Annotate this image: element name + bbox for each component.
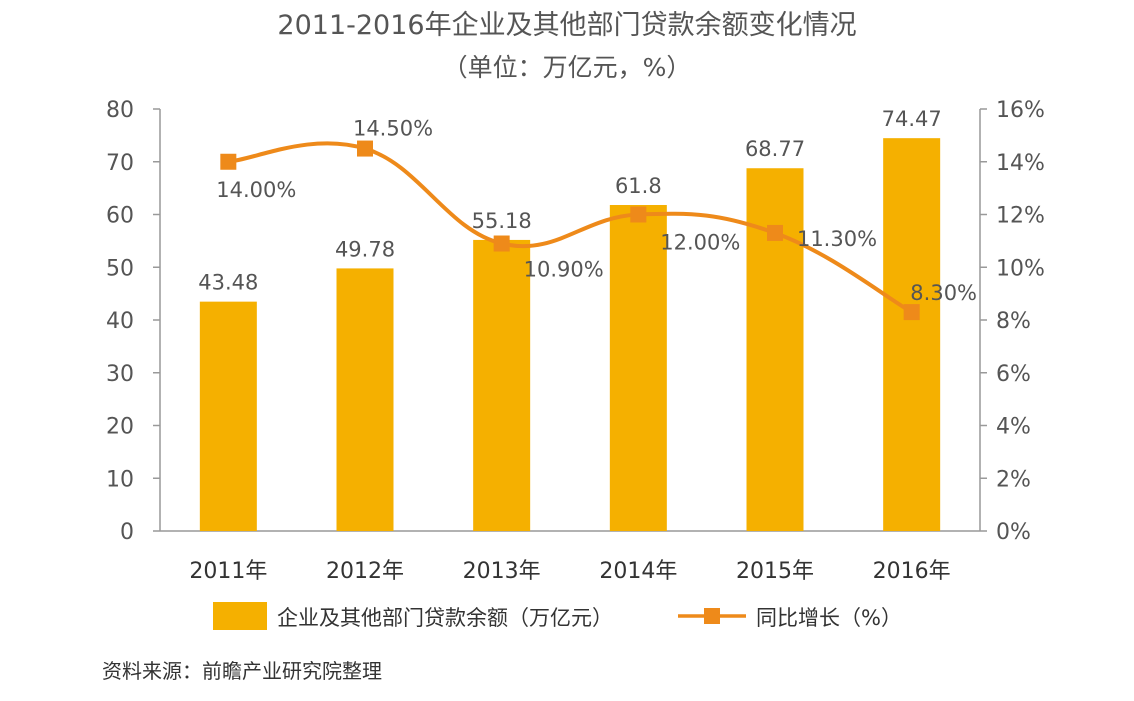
bar	[746, 168, 804, 531]
x-axis-ticks: 2011年 2012年 2013年 2014年 2015年 2016年	[189, 559, 950, 584]
x-axis-tick-label: 2013年	[463, 559, 541, 584]
bar	[883, 138, 941, 531]
chart-subtitle: （单位：万亿元，%）	[443, 53, 692, 82]
left-axis-tick-label: 0	[120, 520, 134, 545]
left-axis-tick-label: 30	[106, 362, 134, 387]
x-axis-tick-label: 2012年	[326, 559, 404, 584]
bar-value-label: 43.48	[198, 271, 258, 295]
source-note: 资料来源：前瞻产业研究院整理	[102, 659, 382, 683]
growth-marker	[903, 304, 920, 321]
chart-title: 2011-2016年企业及其他部门贷款余额变化情况	[277, 10, 856, 41]
x-axis-tick-label: 2011年	[189, 559, 267, 584]
right-axis-tick-label: 10%	[996, 256, 1045, 281]
line-value-labels: 14.00% 14.50% 10.90% 12.00% 11.30% 8.30%	[216, 117, 977, 306]
growth-marker	[493, 235, 510, 252]
legend-line-marker	[704, 608, 720, 624]
growth-value-label: 14.00%	[216, 178, 296, 202]
x-axis-tick-label: 2015年	[736, 559, 814, 584]
growth-value-label: 8.30%	[910, 281, 977, 305]
growth-value-label: 14.50%	[353, 117, 433, 141]
bar	[199, 301, 257, 531]
bar-value-label: 74.47	[882, 107, 942, 131]
right-axis-tick-label: 16%	[996, 98, 1045, 123]
bar-series	[199, 138, 941, 531]
right-axis-tick-label: 2%	[996, 467, 1031, 492]
legend: 企业及其他部门贷款余额（万亿元） 同比增长（%）	[213, 602, 902, 630]
growth-marker	[630, 206, 647, 223]
right-axis-tick-label: 12%	[996, 204, 1045, 229]
growth-marker	[357, 140, 373, 157]
right-axis-tick-label: 4%	[996, 415, 1031, 440]
legend-line-label: 同比增长（%）	[756, 606, 902, 630]
legend-bar-label: 企业及其他部门贷款余额（万亿元）	[277, 606, 613, 630]
bar-value-label: 68.77	[745, 137, 805, 161]
left-axis-tick-label: 20	[106, 415, 134, 440]
right-axis-tick-label: 0%	[996, 520, 1031, 545]
legend-bar-swatch	[213, 602, 267, 630]
bar-value-label: 55.18	[472, 209, 532, 233]
right-axis-tick-label: 8%	[996, 309, 1031, 334]
right-axis-tick-label: 14%	[996, 151, 1045, 176]
bar-value-labels: 43.48 49.78 55.18 61.8 68.77 74.47	[198, 107, 941, 294]
bar	[336, 268, 394, 531]
bar	[473, 239, 531, 531]
left-axis-tick-label: 40	[106, 309, 134, 334]
bar-value-label: 49.78	[335, 237, 395, 261]
right-axis-tick-label: 6%	[996, 362, 1031, 387]
growth-value-label: 10.90%	[524, 258, 604, 282]
x-axis-tick-label: 2016年	[873, 559, 951, 584]
growth-line	[226, 141, 914, 315]
growth-marker	[220, 153, 237, 170]
bar	[609, 205, 667, 531]
left-axis-ticks: 0 10 20 30 40 50 60 70 80	[106, 98, 160, 545]
x-axis-tick-label: 2014年	[599, 559, 677, 584]
left-axis-tick-label: 10	[106, 467, 134, 492]
left-axis-tick-label: 50	[106, 256, 134, 281]
growth-value-label: 12.00%	[660, 231, 740, 255]
left-axis-tick-label: 60	[106, 204, 134, 229]
line-series	[220, 140, 920, 321]
left-axis-tick-label: 70	[106, 151, 134, 176]
left-axis-tick-label: 80	[106, 98, 134, 123]
bar-value-label: 61.8	[615, 174, 662, 198]
growth-value-label: 11.30%	[797, 227, 877, 251]
right-axis-ticks: 0% 2% 4% 6% 8% 10% 12% 14% 16%	[980, 98, 1045, 545]
growth-marker	[767, 224, 783, 241]
